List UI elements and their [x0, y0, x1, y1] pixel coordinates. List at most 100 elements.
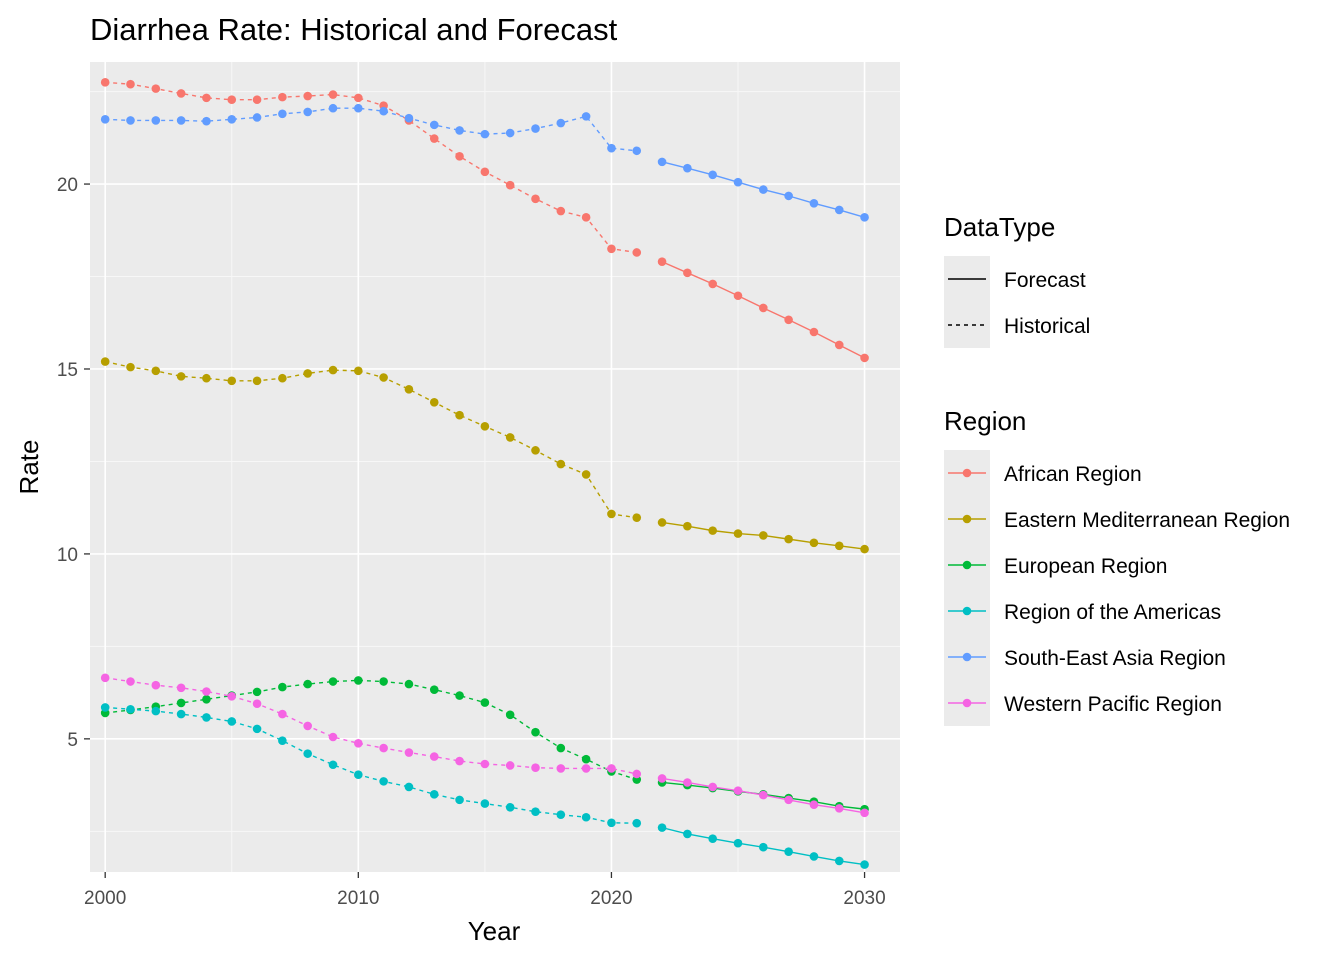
data-point-historical: [404, 782, 414, 792]
data-point-forecast: [809, 800, 819, 809]
data-point-historical: [632, 146, 642, 156]
historical-line: [105, 677, 637, 775]
plot-panel: [90, 62, 900, 872]
data-point-forecast: [708, 170, 717, 180]
legend-label: African Region: [1004, 463, 1142, 486]
data-point-historical: [556, 118, 566, 128]
data-point-historical: [100, 115, 110, 124]
data-point-forecast: [834, 340, 844, 350]
data-point-historical: [126, 677, 135, 686]
data-point-historical: [505, 180, 515, 190]
data-point-forecast: [683, 778, 692, 787]
series-eastern-mediterranean-region: [100, 357, 869, 554]
data-point-historical: [556, 743, 566, 753]
data-point-historical: [531, 807, 540, 817]
data-point-forecast: [683, 268, 692, 278]
data-point-historical: [227, 115, 237, 124]
data-point-historical: [480, 129, 490, 139]
data-point-historical: [531, 727, 540, 737]
legend-datatype: DataType Forecast Historical: [944, 212, 1090, 348]
data-point-forecast: [683, 829, 692, 839]
data-point-forecast: [860, 213, 869, 222]
data-point-historical: [429, 685, 439, 694]
series-south-east-asia-region: [100, 103, 869, 222]
data-point-forecast: [809, 538, 819, 548]
data-point-historical: [404, 679, 414, 689]
data-point-historical: [202, 93, 211, 103]
data-point-historical: [303, 749, 312, 758]
y-axis-title: Rate: [14, 440, 44, 495]
historical-line: [105, 679, 637, 781]
data-point-forecast: [834, 856, 844, 866]
data-point-historical: [176, 89, 186, 98]
data-point-forecast: [809, 327, 819, 337]
legend-label: Western Pacific Region: [1004, 693, 1222, 716]
data-point-historical: [227, 692, 237, 701]
data-point-forecast: [657, 157, 667, 167]
data-point-forecast: [860, 353, 869, 363]
data-point-historical: [100, 673, 110, 683]
data-point-historical: [607, 818, 616, 828]
data-point-historical: [480, 799, 490, 808]
data-point-historical: [328, 90, 338, 99]
data-point-historical: [429, 120, 439, 130]
data-point-historical: [404, 113, 414, 123]
data-point-historical: [354, 93, 363, 103]
data-point-historical: [455, 691, 464, 700]
data-point-historical: [404, 748, 414, 757]
legend-title: Region: [944, 406, 1026, 436]
data-point-historical: [455, 152, 464, 161]
y-tick-label: 10: [57, 545, 78, 566]
x-tick-label: 2030: [843, 888, 885, 909]
legend-title: DataType: [944, 212, 1055, 242]
data-point-historical: [202, 694, 211, 704]
historical-line: [105, 107, 637, 152]
data-point-historical: [480, 698, 490, 707]
data-point-historical: [278, 373, 287, 383]
data-point-historical: [176, 683, 186, 693]
data-point-historical: [252, 376, 262, 386]
data-point-historical: [151, 84, 161, 93]
data-point-forecast: [657, 774, 667, 783]
series-african-region: [100, 78, 869, 363]
data-point-historical: [505, 128, 515, 138]
data-point-forecast: [759, 531, 768, 540]
legend-key-point: [962, 698, 972, 708]
data-point-forecast: [834, 541, 844, 551]
data-point-forecast: [733, 838, 743, 848]
data-point-forecast: [784, 191, 793, 201]
data-point-historical: [581, 470, 591, 479]
legend-label: European Region: [1004, 555, 1167, 578]
data-point-historical: [607, 509, 616, 519]
data-point-historical: [379, 106, 388, 116]
data-point-historical: [480, 422, 490, 431]
data-point-historical: [252, 699, 262, 709]
data-point-historical: [328, 760, 338, 770]
legend-key-point: [962, 468, 972, 478]
x-axis: 2000 2010 2020 2030: [84, 872, 886, 909]
data-point-forecast: [708, 526, 717, 535]
data-point-historical: [303, 91, 312, 101]
data-point-forecast: [784, 534, 793, 544]
data-point-historical: [581, 213, 591, 222]
data-point-historical: [303, 721, 312, 731]
series-western-pacific-region: [100, 673, 869, 818]
data-point-historical: [328, 365, 338, 375]
data-point-historical: [581, 812, 591, 822]
series-region-of-the-americas: [100, 703, 869, 869]
series-layer: [100, 78, 869, 869]
data-point-historical: [607, 143, 616, 153]
data-point-forecast: [759, 185, 768, 194]
data-point-historical: [303, 369, 312, 378]
minor-gridlines: [90, 62, 900, 872]
data-point-historical: [227, 717, 237, 726]
data-point-historical: [556, 459, 566, 469]
data-point-historical: [429, 134, 439, 143]
data-point-historical: [151, 366, 161, 376]
data-point-historical: [252, 95, 262, 105]
data-point-forecast: [759, 790, 768, 800]
data-point-historical: [126, 362, 135, 372]
data-point-historical: [354, 770, 363, 780]
data-point-historical: [455, 795, 464, 805]
